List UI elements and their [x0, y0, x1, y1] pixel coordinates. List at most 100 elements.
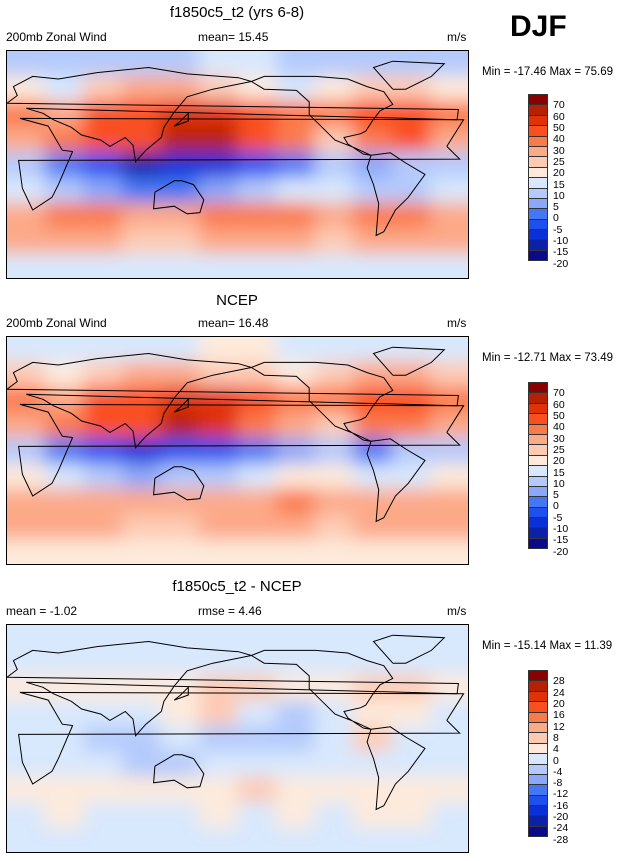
map-svg [7, 337, 468, 564]
grid-cell [121, 361, 163, 389]
grid-cell [276, 437, 317, 466]
grid-cell [121, 463, 163, 491]
grid-cell [314, 337, 356, 364]
grid-cell [7, 625, 47, 652]
grid-cell [430, 437, 468, 466]
grid-cell [83, 463, 124, 491]
grid-cell [391, 700, 433, 728]
grid-cell [83, 386, 124, 415]
grid-cell [83, 202, 124, 231]
grid-cell [83, 539, 124, 564]
grid-cell [44, 625, 86, 652]
grid-cell [121, 514, 163, 542]
grid-cell [314, 463, 356, 491]
grid-cell [44, 463, 86, 491]
grid-cell [198, 412, 240, 440]
grid-cell [7, 802, 47, 830]
grid-cell [160, 751, 201, 779]
colorbar-label: 70 [553, 387, 565, 400]
grid-cell [391, 725, 433, 754]
grid-cell [160, 361, 201, 389]
grid-cell [353, 488, 394, 517]
colorbar [528, 670, 548, 838]
grid-cell [430, 539, 468, 564]
grid-cell [353, 126, 394, 154]
grid-cell [353, 151, 394, 180]
grid-cell [314, 625, 356, 652]
left-label: mean = -1.02 [6, 604, 78, 618]
grid-cell [276, 253, 317, 278]
grid-cell [430, 751, 468, 779]
grid-cell [83, 751, 124, 779]
colorbar-label: 15 [553, 466, 565, 479]
grid-cell [7, 700, 47, 728]
grid-cell [237, 177, 279, 205]
grid-cell [391, 51, 433, 78]
grid-cell [83, 75, 124, 103]
grid-cell [7, 827, 47, 852]
grid-cell [44, 51, 86, 78]
coastline [251, 75, 394, 156]
grid-cell [160, 514, 201, 542]
grid-cell [7, 412, 47, 440]
min-max-label: Min = -12.71 Max = 73.49 [482, 352, 614, 364]
grid-cell [353, 649, 394, 677]
grid-cell [198, 151, 240, 180]
coastline [372, 346, 446, 376]
grid-cell [391, 386, 433, 415]
grid-cell [314, 177, 356, 205]
grid-cell [198, 463, 240, 491]
grid-cell [353, 386, 394, 415]
grid-cell [430, 463, 468, 491]
grid-cell [121, 649, 163, 677]
coastline [173, 112, 189, 127]
colorbar-label: 5 [553, 201, 559, 214]
left-label: 200mb Zonal Wind [6, 30, 107, 44]
grid-cell [276, 776, 317, 805]
grid-cell [198, 674, 240, 703]
grid-cell [430, 51, 468, 78]
colorbar-label: -10 [553, 235, 569, 247]
grid-cell [160, 412, 201, 440]
coastline [18, 691, 465, 785]
grid-cell [160, 337, 201, 364]
grid-cell [44, 514, 86, 542]
grid-cell [237, 51, 279, 78]
grid-cell [83, 802, 124, 830]
colorbar-label: 24 [553, 686, 565, 699]
grid-cell [198, 539, 240, 564]
coastline [153, 180, 205, 215]
grid-cell [276, 802, 317, 830]
colorbar-box [528, 537, 548, 550]
grid-cell [83, 700, 124, 728]
grid-cell [7, 177, 47, 205]
grid-cell [314, 75, 356, 103]
grid-cell [160, 253, 201, 278]
grid-cell [353, 361, 394, 389]
grid-cell [44, 75, 86, 103]
colorbar-label: 20 [553, 455, 565, 468]
grid-cell [391, 776, 433, 805]
grid-cell [353, 100, 394, 129]
grid-cell [276, 412, 317, 440]
grid-cell [237, 488, 279, 517]
grid-cell [7, 253, 47, 278]
grid-cell [314, 51, 356, 78]
grid-cell [391, 177, 433, 205]
grid-cell [160, 827, 201, 852]
grid-cell [160, 700, 201, 728]
grid-cell [314, 151, 356, 180]
grid-cell [44, 228, 86, 256]
grid-cell [121, 202, 163, 231]
grid-cell [314, 361, 356, 389]
grid-cell [83, 412, 124, 440]
colorbar-label: 0 [553, 212, 559, 225]
coastline [251, 361, 394, 442]
grid-cell [237, 202, 279, 231]
colorbar-label: 20 [553, 698, 565, 710]
colorbar-label: -5 [553, 511, 563, 524]
grid-cell [160, 649, 201, 677]
grid-cell [353, 463, 394, 491]
grid-cell [198, 802, 240, 830]
coastline [18, 117, 465, 211]
